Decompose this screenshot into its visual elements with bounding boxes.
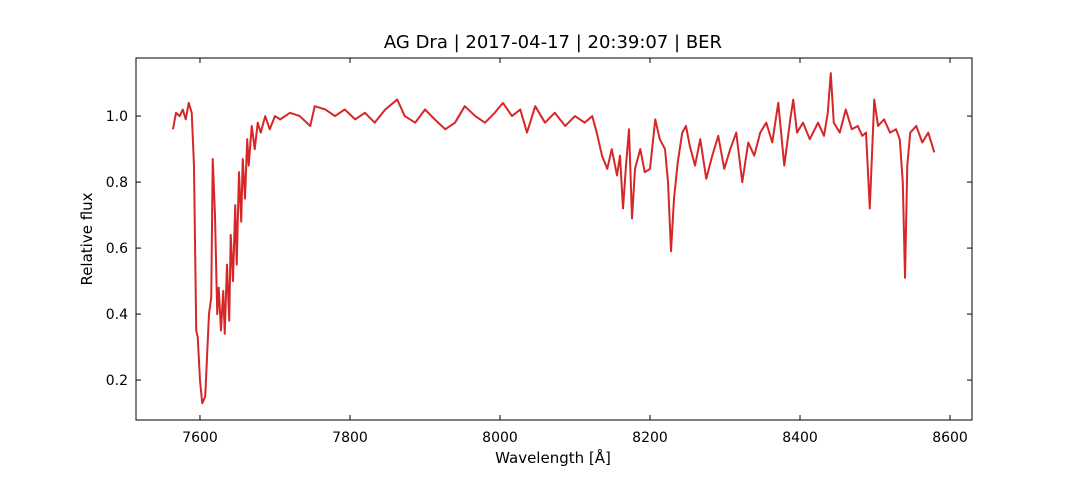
plot-frame bbox=[135, 57, 973, 421]
spectrum-line bbox=[171, 72, 936, 405]
y-tick-label: 0.6 bbox=[106, 241, 128, 257]
x-tick-label: 8400 bbox=[782, 430, 818, 446]
x-axis-label: Wavelength [Å] bbox=[495, 448, 611, 467]
x-tick-label: 8600 bbox=[932, 430, 968, 446]
x-tick-label: 8200 bbox=[632, 430, 668, 446]
x-tick-label: 8000 bbox=[482, 430, 518, 446]
x-tick-label: 7800 bbox=[332, 430, 368, 446]
y-tick-label: 0.4 bbox=[106, 307, 128, 323]
y-tick-label: 0.8 bbox=[106, 175, 128, 191]
x-tick-label: 7600 bbox=[182, 430, 218, 446]
y-axis-label: Relative flux bbox=[78, 192, 96, 285]
chart-title: AG Dra | 2017-04-17 | 20:39:07 | BER bbox=[384, 32, 722, 53]
y-tick-label: 0.2 bbox=[106, 373, 128, 389]
y-tick-label: 1.0 bbox=[106, 109, 128, 125]
